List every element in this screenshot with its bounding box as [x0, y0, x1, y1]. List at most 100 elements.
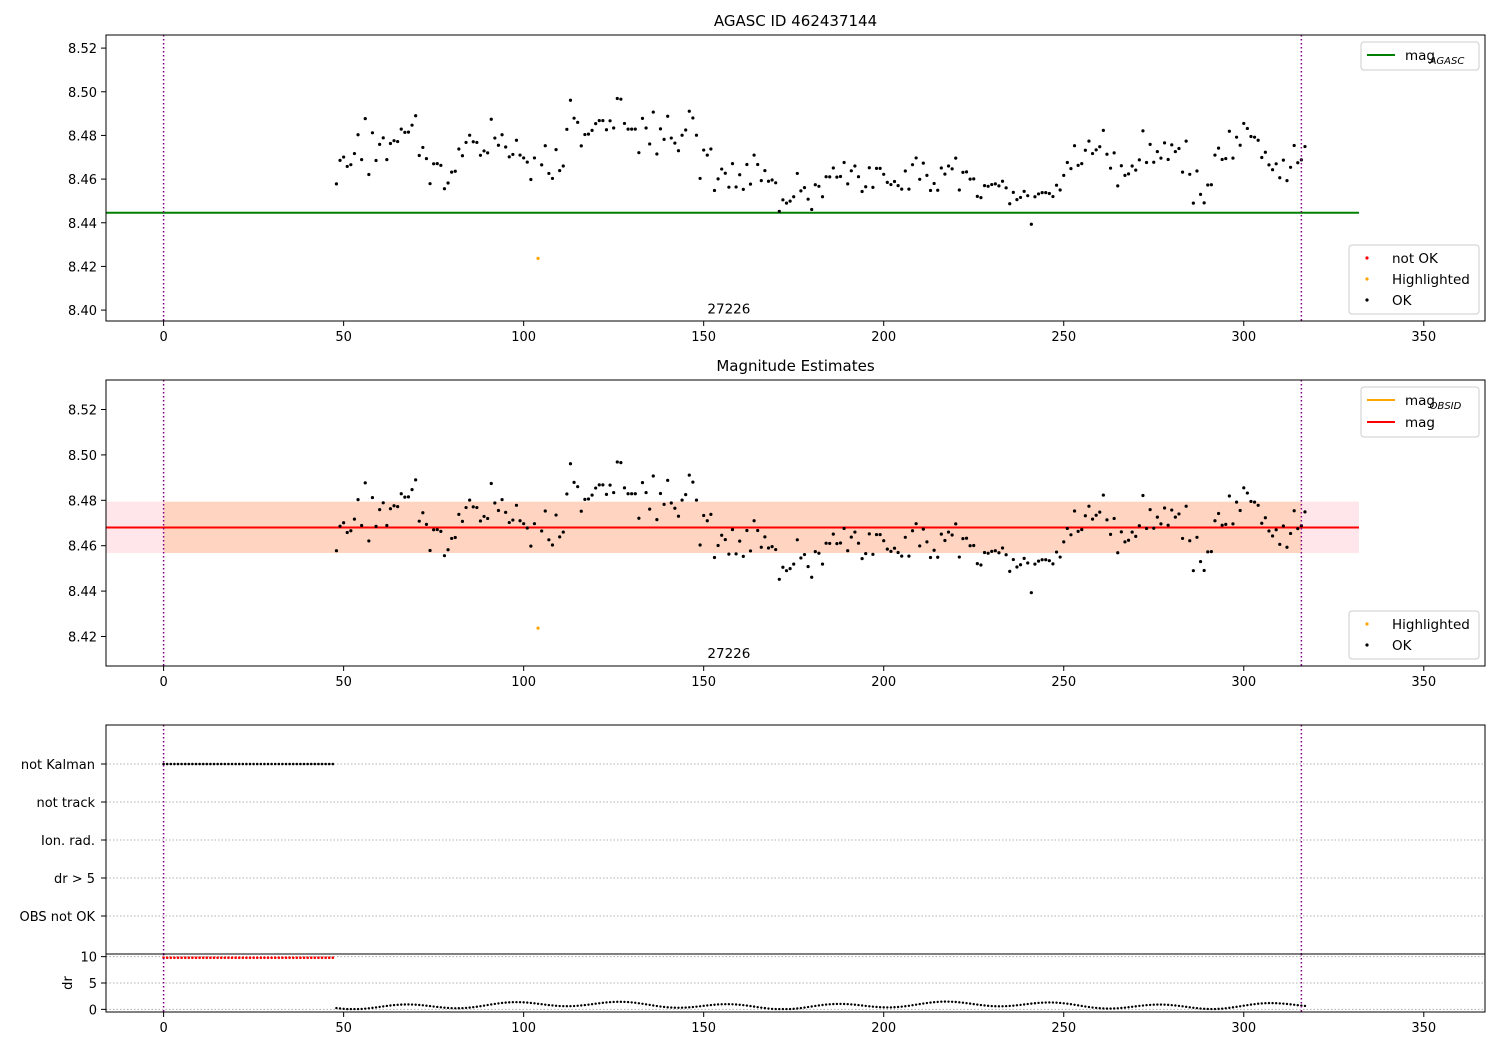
ok-point	[900, 554, 904, 558]
ok-point	[878, 166, 882, 170]
ok-point	[475, 505, 479, 510]
dr-point	[893, 1006, 896, 1009]
not-kalman-point	[198, 762, 201, 766]
dr-point	[396, 1003, 399, 1007]
dr-point	[875, 1005, 878, 1009]
x-tick-label: 300	[1231, 330, 1256, 345]
ok-point	[388, 507, 393, 511]
ok-point	[439, 529, 443, 533]
dr-point	[601, 1001, 605, 1005]
ok-point	[806, 197, 810, 201]
dr-point	[738, 1003, 741, 1006]
ok-point	[982, 184, 987, 188]
ok-point	[504, 510, 508, 514]
dr-point	[832, 1002, 835, 1006]
ok-point	[522, 156, 526, 160]
dr-point	[763, 1006, 767, 1010]
ok-point	[1004, 186, 1008, 190]
panel-frame	[105, 379, 1486, 667]
ok-point	[424, 522, 429, 526]
ok-point	[910, 529, 915, 533]
ok-point	[1112, 151, 1116, 155]
ok-point	[903, 169, 907, 173]
dr-point	[814, 1004, 817, 1008]
ok-point	[1087, 504, 1091, 508]
ok-point	[378, 508, 382, 512]
dr-point	[1026, 1002, 1029, 1006]
dr-point	[778, 1007, 781, 1011]
ok-point	[514, 503, 519, 507]
dr-point	[1062, 1002, 1065, 1005]
ok-point	[684, 493, 688, 497]
y-tick-label: 8.48	[68, 129, 97, 144]
ok-point	[496, 508, 501, 513]
ok-point	[1119, 164, 1123, 168]
ok-point	[648, 507, 652, 511]
ok-point	[946, 164, 951, 168]
dr-point	[1159, 1003, 1163, 1006]
dr-point	[907, 1004, 911, 1007]
not-kalman-point	[266, 762, 270, 766]
ok-point	[943, 172, 947, 176]
ok-point	[1209, 183, 1213, 187]
ok-point	[658, 491, 663, 496]
not-kalman-point	[223, 762, 227, 766]
x-tick-label: 150	[691, 675, 716, 690]
ok-point	[493, 501, 497, 505]
dr-point	[569, 1004, 572, 1008]
dr-point	[1044, 1001, 1047, 1004]
ok-point	[896, 184, 900, 188]
ok-point	[403, 495, 407, 499]
dr-point	[900, 1005, 903, 1008]
ok-point	[860, 189, 864, 194]
ok-point	[644, 490, 648, 495]
dr-point	[954, 1000, 957, 1004]
ok-point	[1098, 510, 1102, 514]
not-kalman-point	[295, 762, 299, 766]
dr-point	[716, 1003, 720, 1006]
legend-label-subscript: OBSID	[1430, 401, 1462, 412]
ok-point	[529, 544, 533, 548]
ok-point	[720, 533, 724, 537]
dr-point	[518, 1001, 522, 1004]
dr-point	[1012, 1004, 1015, 1007]
ok-point	[518, 519, 522, 523]
dr-high-point	[306, 956, 309, 959]
dr-point	[382, 1005, 385, 1008]
ok-point	[1198, 559, 1203, 564]
ok-point	[1069, 167, 1073, 171]
ok-point	[1072, 509, 1077, 513]
dr-point	[1188, 1006, 1191, 1009]
ok-point	[705, 519, 709, 523]
ok-point	[500, 133, 504, 137]
legend-point-swatch	[1365, 256, 1369, 260]
dr-point	[976, 1003, 979, 1006]
ok-point	[792, 195, 796, 199]
ok-point	[345, 530, 349, 535]
ok-point	[1047, 559, 1051, 563]
ok-point	[1159, 522, 1163, 526]
dr-point	[947, 1000, 950, 1003]
ok-point	[702, 148, 706, 152]
ok-point	[612, 126, 616, 130]
flag-category-label: dr > 5	[54, 872, 95, 887]
ok-point	[842, 160, 846, 165]
ok-point	[1238, 143, 1242, 147]
ok-point	[1076, 163, 1080, 167]
x-tick-label: 50	[335, 1021, 352, 1036]
dr-point	[547, 1003, 551, 1007]
ok-point	[1152, 160, 1156, 164]
dr-point	[803, 1006, 806, 1009]
not-kalman-point	[183, 762, 187, 766]
ok-point	[1249, 499, 1253, 504]
ok-point	[370, 131, 375, 135]
ok-point	[626, 492, 630, 496]
ok-point	[907, 554, 911, 558]
dr-high-point	[266, 956, 270, 959]
y-tick-label: 8.44	[68, 217, 97, 232]
dr-point	[500, 1001, 504, 1005]
dr-point	[1030, 1002, 1033, 1005]
not-kalman-point	[173, 762, 176, 766]
ok-point	[550, 543, 555, 547]
ok-point	[554, 148, 558, 152]
